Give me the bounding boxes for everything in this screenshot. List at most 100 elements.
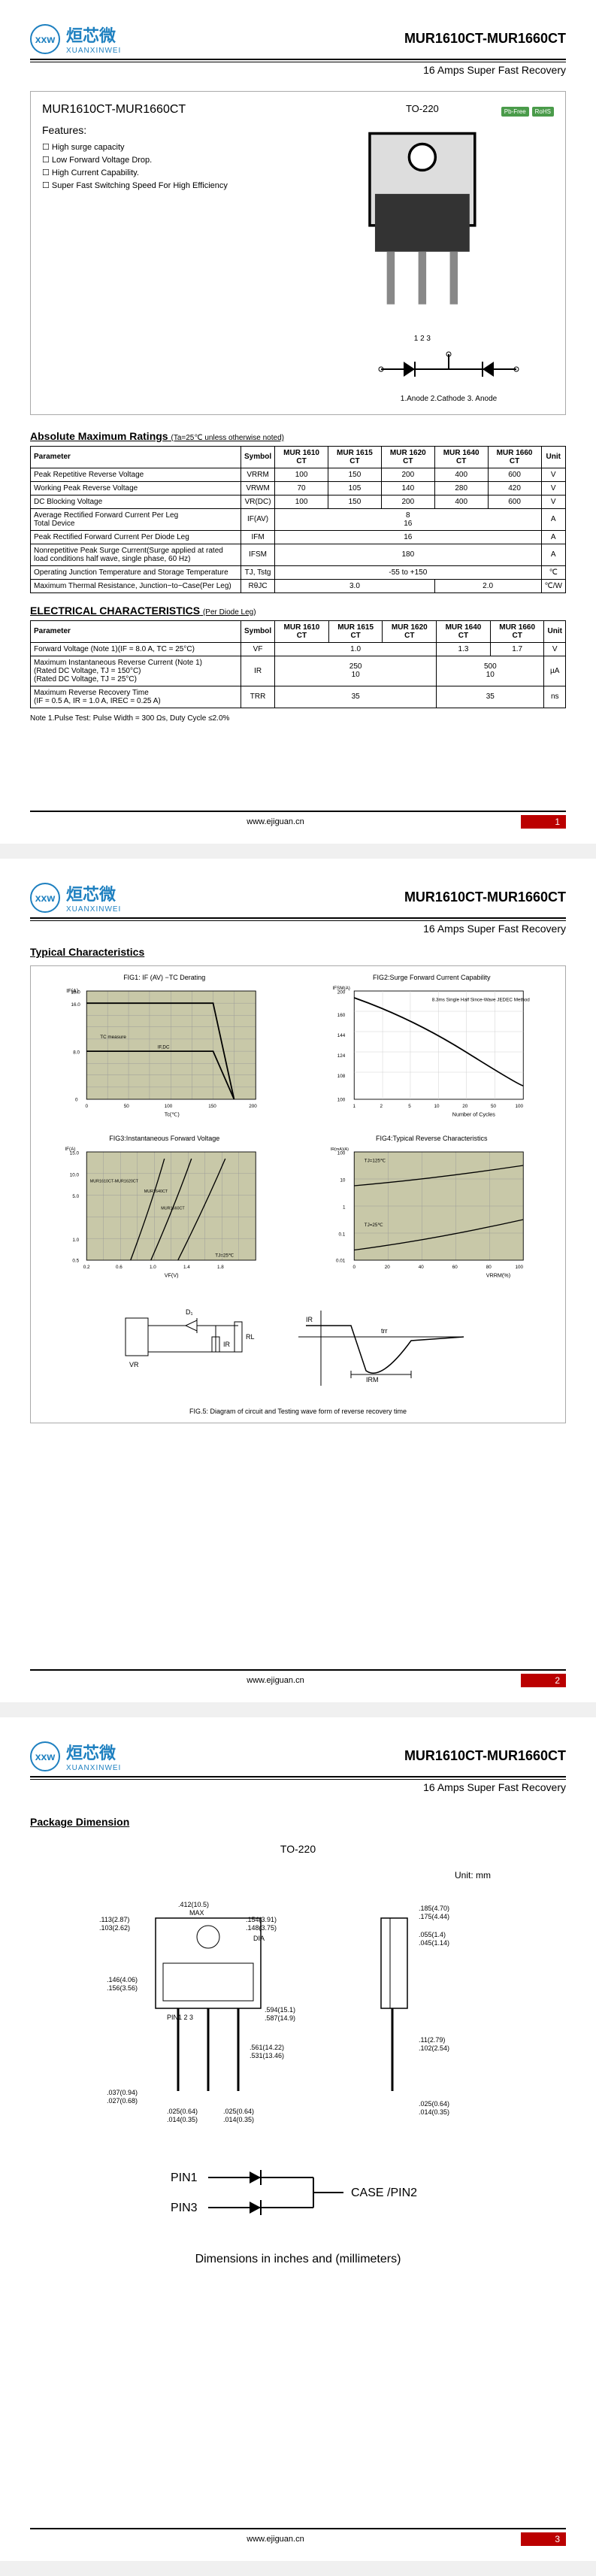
cell: Peak Rectified Forward Current Per Diode… — [31, 530, 241, 544]
svg-text:.185(4.70): .185(4.70) — [419, 1905, 449, 1912]
diode-symbol: 1.Anode 2.Cathode 3. Anode — [343, 350, 554, 403]
svg-text:PIN1 2 3: PIN1 2 3 — [167, 2014, 193, 2021]
svg-text:124: 124 — [337, 1053, 345, 1059]
svg-text:0.1: 0.1 — [338, 1232, 345, 1238]
th-1615: MUR 1615 CT — [328, 446, 382, 468]
cell: 150 — [328, 495, 382, 508]
elec-title: ELECTRICAL CHARACTERISTICS (Per Diode Le… — [30, 605, 566, 617]
page-footer: www.ejiguan.cn 2 — [30, 1669, 566, 1687]
fig1-chart: FIG1: IF (AV) −TC Derating 08.016.018.0 … — [38, 974, 291, 1123]
company-logo: xxw 烜芯微 XUANXINWEI — [30, 23, 121, 55]
page-1: xxw 烜芯微 XUANXINWEI MUR1610CT-MUR1660CT 1… — [0, 0, 596, 844]
svg-text:40: 40 — [418, 1265, 424, 1270]
feature-item: Low Forward Voltage Drop. — [42, 155, 313, 165]
svg-text:IR: IR — [223, 1341, 231, 1348]
svg-text:0.2: 0.2 — [83, 1265, 90, 1270]
svg-text:1.0: 1.0 — [72, 1238, 79, 1243]
svg-text:IF,DC: IF,DC — [158, 1045, 170, 1050]
svg-text:100: 100 — [515, 1104, 523, 1109]
table-row: Peak Rectified Forward Current Per Diode… — [31, 530, 566, 544]
svg-text:trr: trr — [381, 1327, 388, 1335]
svg-text:RL: RL — [246, 1333, 255, 1341]
cell: DC Blocking Voltage — [31, 495, 241, 508]
svg-text:TJ=125℃: TJ=125℃ — [364, 1159, 385, 1164]
svg-text:.102(2.54): .102(2.54) — [419, 2044, 449, 2052]
svg-text:50: 50 — [124, 1104, 130, 1109]
cell: 400 — [434, 468, 488, 481]
cell: 280 — [434, 481, 488, 495]
cell: 400 — [434, 495, 488, 508]
svg-text:VRRM(%): VRRM(%) — [486, 1272, 510, 1279]
svg-text:MUR1660CT: MUR1660CT — [161, 1207, 185, 1211]
page-header: xxw 烜芯微 XUANXINWEI MUR1610CT-MUR1660CT — [30, 23, 566, 60]
svg-text:.156(3.56): .156(3.56) — [107, 1984, 138, 1992]
page-2: xxw 烜芯微 XUANXINWEI MUR1610CT-MUR1660CT 1… — [0, 859, 596, 1702]
svg-text:20: 20 — [384, 1265, 390, 1270]
package-name: TO-220 — [343, 103, 501, 114]
page-number: 1 — [521, 815, 566, 829]
unit-label: Unit: mm — [30, 1870, 491, 1880]
amr-title-text: Absolute Maximum Ratings — [30, 430, 168, 442]
th-parameter: Parameter — [31, 620, 241, 642]
svg-text:IF(A): IF(A) — [65, 1147, 75, 1152]
cell: VRRM — [241, 468, 275, 481]
svg-text:.175(4.44): .175(4.44) — [419, 1913, 449, 1920]
cell: 150 — [328, 468, 382, 481]
svg-text:IR: IR — [306, 1316, 313, 1323]
svg-text:0.01: 0.01 — [335, 1259, 345, 1264]
page-header: xxw 烜芯微 XUANXINWEI MUR1610CT-MUR1660CT — [30, 1740, 566, 1777]
to220-icon — [343, 120, 501, 331]
svg-text:.561(14.22): .561(14.22) — [250, 2044, 284, 2051]
cell: TRR — [241, 686, 275, 708]
logo-icon: xxw — [30, 24, 60, 54]
svg-text:8.0: 8.0 — [73, 1050, 80, 1056]
cell: Maximum Thermal Resistance, Junction−to−… — [31, 579, 241, 592]
svg-text:.412(10.5): .412(10.5) — [178, 1901, 209, 1908]
features-heading: Features: — [42, 124, 313, 136]
fig5-svg: VR D₁ IR RL IR IRM trr — [110, 1296, 486, 1401]
cell: Operating Junction Temperature and Stora… — [31, 565, 241, 579]
cell: IR — [241, 656, 275, 686]
charts-container: FIG1: IF (AV) −TC Derating 08.016.018.0 … — [30, 965, 566, 1423]
rohs-badge: RoHS — [532, 107, 554, 117]
svg-text:CASE /PIN2: CASE /PIN2 — [351, 2187, 417, 2199]
th-unit: Unit — [544, 620, 566, 642]
svg-text:PIN1: PIN1 — [171, 2171, 198, 2184]
cell: ℃ — [541, 565, 566, 579]
svg-text:.587(14.9): .587(14.9) — [265, 2014, 295, 2022]
page-number: 3 — [521, 2532, 566, 2546]
svg-text:1: 1 — [342, 1205, 345, 1211]
package-diagram: TO-220 1 2 3 Pb-Free RoHS — [343, 103, 554, 403]
page-header: xxw 烜芯微 XUANXINWEI MUR1610CT-MUR1660CT — [30, 881, 566, 919]
fig5-diagram: VR D₁ IR RL IR IRM trr — [38, 1296, 558, 1415]
logo-chinese: 烜芯微 — [66, 23, 121, 47]
svg-text:20: 20 — [462, 1104, 468, 1109]
part-number: MUR1610CT-MUR1660CT — [404, 31, 566, 47]
page-number: 2 — [521, 1674, 566, 1687]
fig3-chart: FIG3:Instantaneous Forward Voltage 15.01… — [38, 1135, 291, 1284]
cell: A — [541, 508, 566, 530]
table-row: Maximum Instantaneous Reverse Current (N… — [31, 656, 566, 686]
svg-text:Number of Cycles: Number of Cycles — [452, 1111, 495, 1118]
svg-text:1.4: 1.4 — [183, 1265, 190, 1270]
table-row: Operating Junction Temperature and Stora… — [31, 565, 566, 579]
pkg-side-view: .185(4.70) .175(4.44) .055(1.4) .045(1.1… — [351, 1896, 501, 2136]
cell: 8 16 — [275, 508, 541, 530]
logo-text: 烜芯微 XUANXINWEI — [66, 1740, 121, 1772]
logo-text: 烜芯微 XUANXINWEI — [66, 881, 121, 914]
typ-char-title: Typical Characteristics — [30, 946, 566, 958]
pkg-drawing: .113(2.87) .103(2.62) .412(10.5) MAX .15… — [30, 1896, 566, 2136]
cell: RθJC — [241, 579, 275, 592]
svg-text:.014(0.35): .014(0.35) — [167, 2116, 198, 2123]
svg-text:.103(2.62): .103(2.62) — [99, 1924, 130, 1932]
svg-text:200: 200 — [249, 1104, 257, 1109]
logo-english: XUANXINWEI — [66, 47, 121, 55]
cell: 140 — [381, 481, 434, 495]
svg-text:TC measure: TC measure — [100, 1035, 126, 1040]
company-logo: xxw 烜芯微 XUANXINWEI — [30, 881, 121, 914]
dim-note: Dimensions in inches and (millimeters) — [30, 2253, 566, 2266]
amr-condition: (Ta=25℃ unless otherwise noted) — [171, 434, 283, 442]
svg-text:.531(13.46): .531(13.46) — [250, 2052, 284, 2059]
cell: VR(DC) — [241, 495, 275, 508]
svg-text:.594(15.1): .594(15.1) — [265, 2006, 295, 2014]
